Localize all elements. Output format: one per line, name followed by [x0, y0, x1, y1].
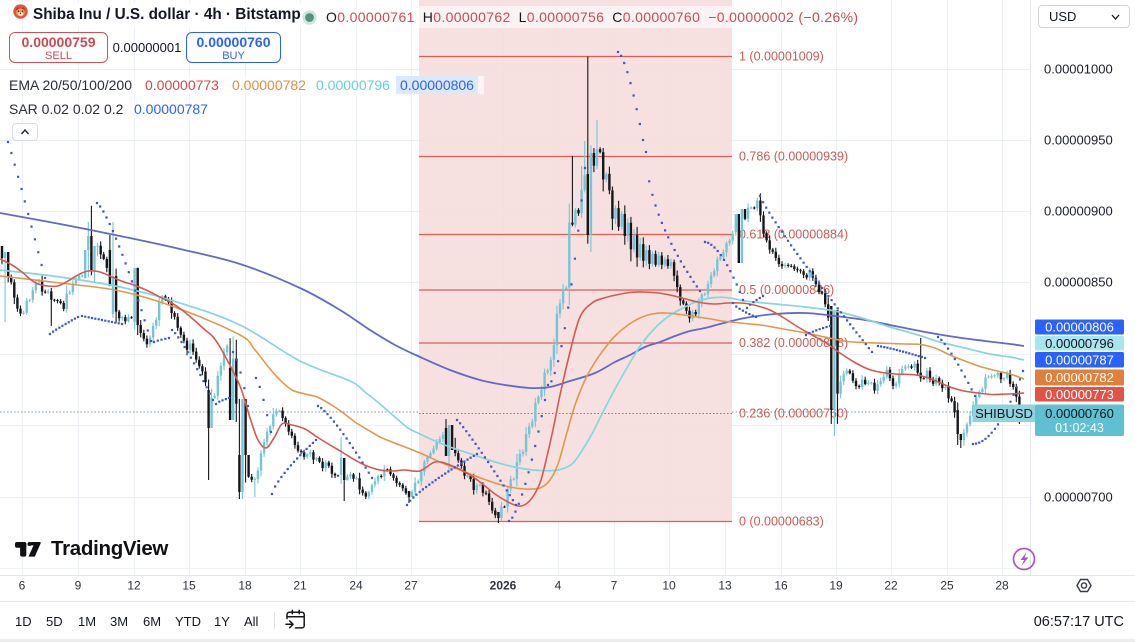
svg-text:01:02:43: 01:02:43 — [1055, 421, 1104, 435]
svg-text:0.236 (0.00000760): 0.236 (0.00000760) — [739, 407, 848, 421]
svg-text:0.618 (0.00000884): 0.618 (0.00000884) — [739, 228, 848, 242]
svg-text:6: 6 — [19, 579, 26, 593]
svg-text:0.00000782: 0.00000782 — [1045, 370, 1114, 385]
svg-text:0.00000796: 0.00000796 — [1045, 336, 1114, 351]
svg-text:0.786 (0.00000939): 0.786 (0.00000939) — [739, 150, 848, 164]
svg-text:0.00001000: 0.00001000 — [1044, 62, 1113, 77]
svg-text:0.00000787: 0.00000787 — [1045, 352, 1114, 367]
svg-text:16: 16 — [774, 579, 788, 593]
svg-text:0.00000900: 0.00000900 — [1044, 204, 1113, 219]
svg-text:28: 28 — [995, 579, 1009, 593]
svg-text:0.5 (0.00000846): 0.5 (0.00000846) — [739, 283, 834, 297]
svg-text:2026: 2026 — [490, 579, 517, 593]
svg-text:15: 15 — [182, 579, 196, 593]
svg-text:0.00000700: 0.00000700 — [1044, 490, 1113, 505]
svg-text:7: 7 — [611, 579, 618, 593]
svg-text:0.00000760: 0.00000760 — [1045, 406, 1114, 421]
svg-text:0.00000950: 0.00000950 — [1044, 133, 1113, 148]
svg-text:18: 18 — [238, 579, 252, 593]
svg-text:0.00000773: 0.00000773 — [1045, 387, 1114, 402]
svg-text:0.00000850: 0.00000850 — [1044, 275, 1113, 290]
svg-text:27: 27 — [404, 579, 418, 593]
svg-text:13: 13 — [718, 579, 732, 593]
svg-text:SHIBUSD: SHIBUSD — [975, 406, 1033, 421]
svg-text:9: 9 — [75, 579, 82, 593]
svg-text:0.00000806: 0.00000806 — [1045, 320, 1114, 335]
svg-text:19: 19 — [829, 579, 843, 593]
svg-text:12: 12 — [127, 579, 141, 593]
svg-text:1 (0.00001009): 1 (0.00001009) — [739, 50, 824, 64]
svg-text:4: 4 — [555, 579, 562, 593]
svg-text:0 (0.00000683): 0 (0.00000683) — [739, 515, 824, 529]
svg-text:10: 10 — [662, 579, 676, 593]
svg-text:21: 21 — [293, 579, 307, 593]
svg-text:24: 24 — [349, 579, 363, 593]
svg-text:25: 25 — [940, 579, 954, 593]
svg-text:22: 22 — [884, 579, 898, 593]
